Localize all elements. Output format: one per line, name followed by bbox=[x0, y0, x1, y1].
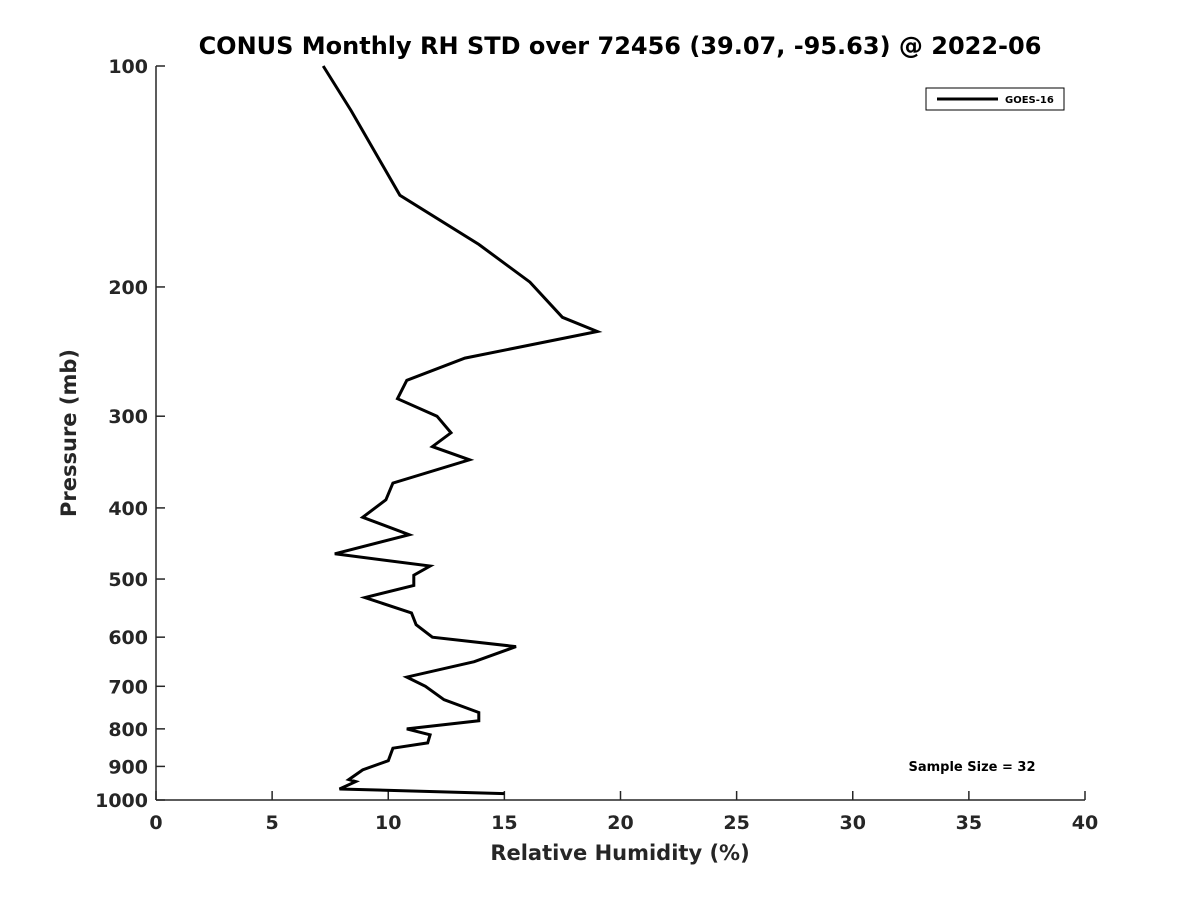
legend-label: GOES-16 bbox=[1005, 95, 1054, 106]
x-axis-label: Relative Humidity (%) bbox=[490, 841, 749, 865]
y-tick-label: 200 bbox=[108, 277, 148, 299]
x-tick-label: 5 bbox=[266, 812, 279, 834]
axes bbox=[155, 66, 1085, 801]
y-tick-label: 1000 bbox=[95, 790, 148, 812]
y-tick-label: 700 bbox=[108, 676, 148, 698]
x-tick-label: 25 bbox=[723, 812, 749, 834]
y-ticks: 100 200 300 400 500 600 700 800 900 1000 bbox=[95, 56, 165, 812]
y-tick-label: 600 bbox=[108, 627, 148, 649]
x-tick-label: 15 bbox=[491, 812, 517, 834]
x-tick-label: 35 bbox=[956, 812, 982, 834]
y-tick-label: 900 bbox=[108, 756, 148, 778]
y-axis-label: Pressure (mb) bbox=[57, 349, 81, 517]
y-tick-label: 400 bbox=[108, 498, 148, 520]
x-tick-label: 10 bbox=[375, 812, 401, 834]
x-tick-label: 20 bbox=[607, 812, 633, 834]
x-tick-label: 0 bbox=[149, 812, 162, 834]
y-tick-label: 300 bbox=[108, 406, 148, 428]
x-tick-label: 40 bbox=[1072, 812, 1098, 834]
legend: GOES-16 bbox=[925, 87, 1065, 111]
y-tick-label: 500 bbox=[108, 569, 148, 591]
x-tick-label: 30 bbox=[840, 812, 866, 834]
x-ticks: 0 5 10 15 20 25 30 35 40 bbox=[149, 791, 1098, 834]
series-line-goes-16 bbox=[321, 65, 603, 796]
chart-title: CONUS Monthly RH STD over 72456 (39.07, … bbox=[199, 32, 1042, 60]
y-tick-label: 100 bbox=[108, 56, 148, 78]
sample-size-annotation: Sample Size = 32 bbox=[908, 760, 1035, 775]
y-tick-label: 800 bbox=[108, 719, 148, 741]
